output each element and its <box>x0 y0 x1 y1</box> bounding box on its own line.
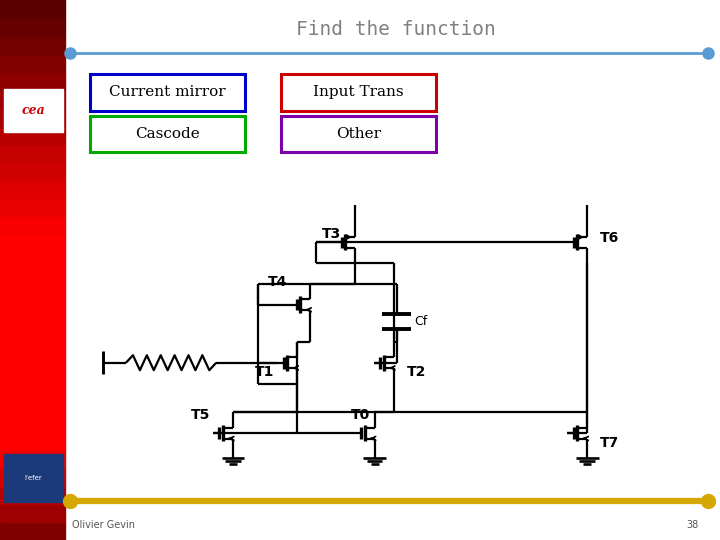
Bar <box>0 90 65 108</box>
FancyBboxPatch shape <box>281 116 436 152</box>
Bar <box>0 270 65 288</box>
Bar <box>0 162 65 180</box>
Text: T6: T6 <box>600 231 619 245</box>
Text: Find the function: Find the function <box>296 20 496 39</box>
FancyBboxPatch shape <box>281 74 436 111</box>
Bar <box>0 72 65 90</box>
Bar <box>0 198 65 216</box>
Bar <box>0 378 65 396</box>
Bar <box>0 522 65 540</box>
FancyBboxPatch shape <box>90 74 245 111</box>
Bar <box>0 216 65 234</box>
Text: cea: cea <box>22 104 45 117</box>
Text: Cascode: Cascode <box>135 127 199 141</box>
Text: T3: T3 <box>322 227 341 241</box>
Text: l'efer: l'efer <box>24 475 42 481</box>
Bar <box>0 324 65 342</box>
Text: T7: T7 <box>600 436 619 450</box>
Text: Other: Other <box>336 127 381 141</box>
Bar <box>0 414 65 432</box>
Bar <box>0 126 65 144</box>
Text: T4: T4 <box>268 275 287 289</box>
Text: Input Trans: Input Trans <box>313 85 403 99</box>
Bar <box>0 108 65 126</box>
Bar <box>0 504 65 522</box>
Bar <box>0 54 65 72</box>
Text: T1: T1 <box>255 365 274 379</box>
Bar <box>0 396 65 414</box>
FancyBboxPatch shape <box>90 116 245 152</box>
Bar <box>4 454 63 502</box>
Bar <box>4 89 63 132</box>
Bar <box>0 252 65 270</box>
Text: Current mirror: Current mirror <box>109 85 225 99</box>
Text: T0: T0 <box>351 408 370 422</box>
Bar <box>0 288 65 306</box>
Text: Olivier Gevin: Olivier Gevin <box>72 520 135 530</box>
Text: T5: T5 <box>190 408 210 422</box>
Bar <box>0 360 65 378</box>
Text: T2: T2 <box>407 365 426 379</box>
Bar <box>0 486 65 504</box>
Bar <box>0 468 65 486</box>
Bar <box>0 18 65 36</box>
Bar <box>0 180 65 198</box>
Bar <box>0 234 65 252</box>
Text: Cf: Cf <box>415 315 428 328</box>
Bar <box>0 342 65 360</box>
Bar <box>0 306 65 324</box>
Bar <box>0 432 65 450</box>
Bar <box>0 144 65 162</box>
Bar <box>0 450 65 468</box>
Text: 38: 38 <box>686 520 698 530</box>
Bar <box>0 36 65 54</box>
Bar <box>0 0 65 18</box>
